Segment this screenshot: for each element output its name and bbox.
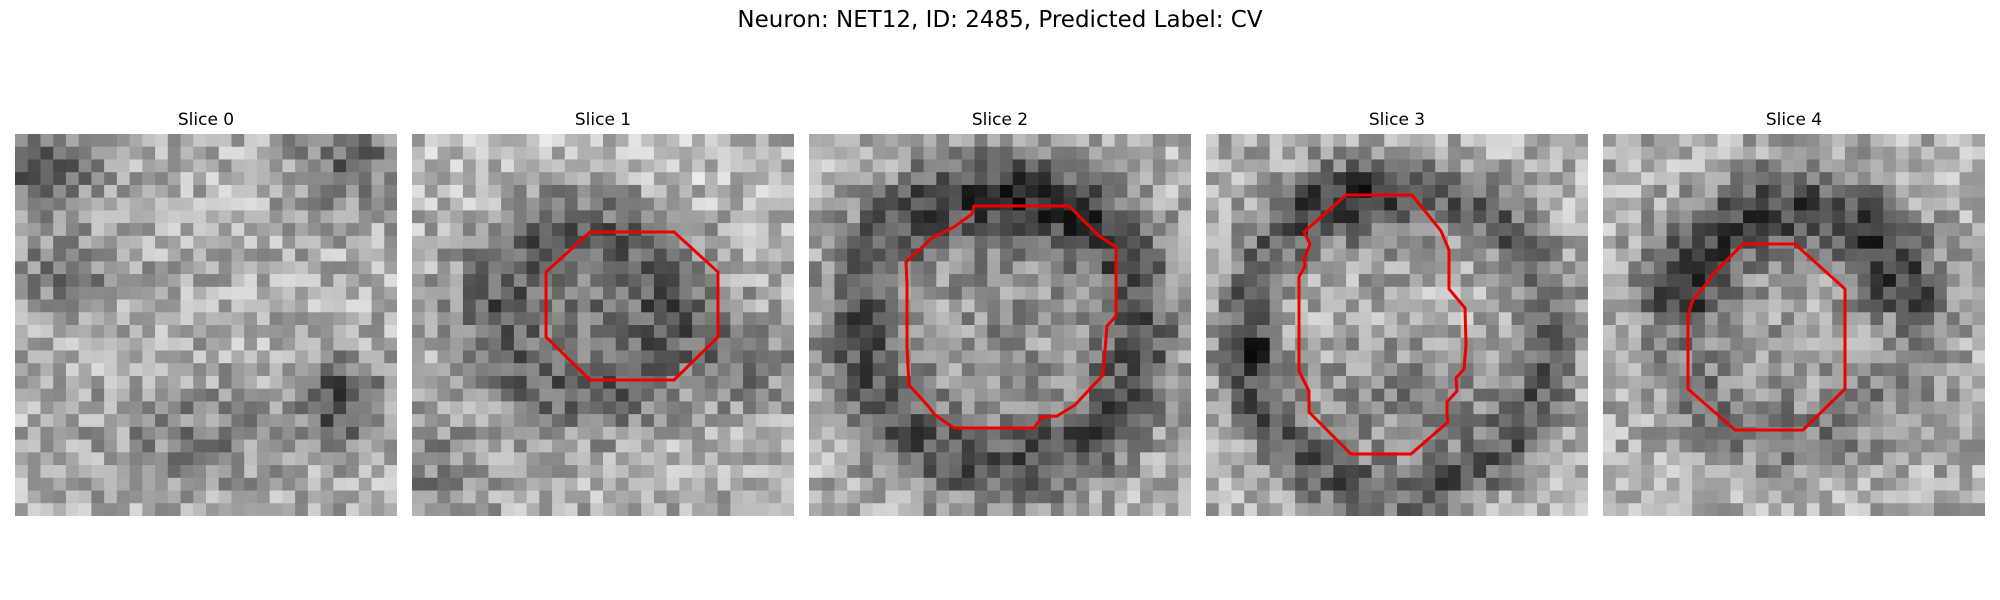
roi-contour-slice-3 [1297,193,1468,456]
panel-title-slice-0: Slice 0 [177,110,235,130]
figure-title: Neuron: NET12, ID: 2485, Predicted Label… [737,7,1263,33]
slice-4-image [1603,134,1985,516]
slice-0-image [15,134,397,516]
slice-1-image [412,134,794,516]
panel-title-slice-1: Slice 1 [574,110,632,130]
panel-title-slice-4: Slice 4 [1765,110,1823,130]
panel-title-slice-2: Slice 2 [971,110,1029,130]
roi-contour-slice-1 [544,230,720,382]
slice-2-image [809,134,1191,516]
panel-title-slice-3: Slice 3 [1368,110,1426,130]
roi-contour-slice-4 [1686,242,1847,432]
roi-contour-slice-2 [904,204,1118,430]
slice-3-image [1206,134,1588,516]
